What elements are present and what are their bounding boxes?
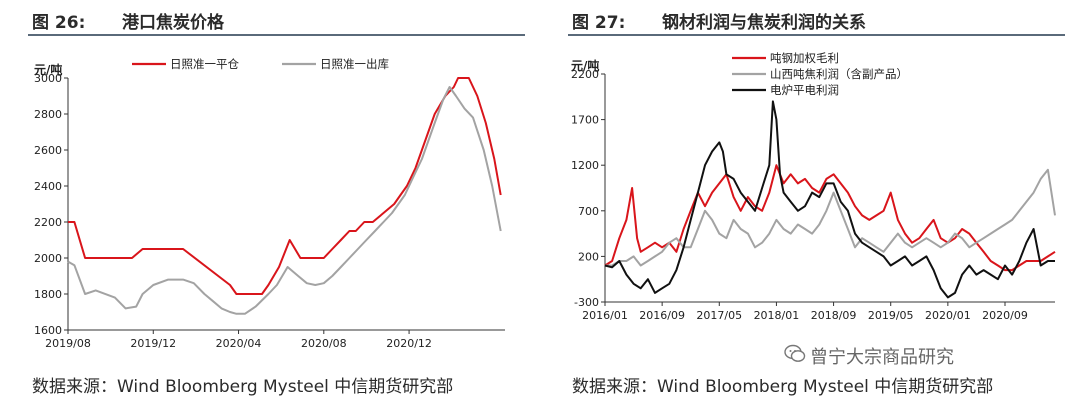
x-tick-label: 2016/01 — [582, 309, 628, 322]
x-tick-label: 2018/01 — [754, 309, 800, 322]
x-tick-label: 2016/09 — [639, 309, 685, 322]
legend-label-3: 电炉平电利润 — [770, 83, 839, 97]
figure-title: 图 26: 港口焦炭价格 — [32, 8, 224, 33]
title-rule — [568, 34, 1065, 36]
legend-label-1: 日照准一平仓 — [170, 57, 239, 71]
figure-27-panel: 图 27: 钢材利润与焦炭利润的关系 -300 200 700 1200 1700 2200… — [540, 0, 1080, 406]
x-tick-label: 2020/12 — [386, 337, 432, 350]
series-line-2 — [605, 168, 1056, 267]
series-line-1 — [604, 164, 1056, 272]
y-tick-label: 1200 — [571, 159, 599, 172]
y-axis-label: 元/吨 — [34, 62, 62, 77]
x-tick-label: 2020/04 — [216, 337, 262, 350]
legend-label-2: 山西吨焦利润（含副产品） — [770, 67, 908, 81]
y-tick-label: 700 — [578, 205, 599, 218]
x-tick-label: 2020/09 — [982, 309, 1028, 322]
x-tick-label: 2019/05 — [868, 309, 914, 322]
figure-title: 图 27: 钢材利润与焦炭利润的关系 — [572, 8, 866, 33]
wechat-icon — [784, 344, 806, 362]
x-tick-label: 2018/09 — [811, 309, 857, 322]
y-tick-label: 200 — [578, 250, 599, 263]
x-tick-label: 2020/08 — [301, 337, 347, 350]
title-rule — [28, 34, 525, 36]
figure-caption: 钢材利润与焦炭利润的关系 — [662, 13, 866, 33]
y-tick-label: 1600 — [34, 324, 62, 337]
y-tick-label: 2800 — [34, 108, 62, 121]
figure-number: 图 26: — [32, 13, 86, 33]
figure-caption: 港口焦炭价格 — [122, 13, 224, 33]
series-line-1 — [68, 77, 502, 295]
x-tick-label: 2019/08 — [45, 337, 91, 350]
x-tick-label: 2020/01 — [925, 309, 971, 322]
y-tick-label: 3000 — [34, 72, 62, 85]
series-line-2 — [67, 86, 502, 315]
y-tick-label: 1800 — [34, 288, 62, 301]
figure-26-panel: 图 26: 港口焦炭价格 1600 1800 2000 2200 2400 2600 2800… — [28, 8, 525, 397]
y-tick-label: 2400 — [34, 180, 62, 193]
legend-label-2: 日照准一出库 — [320, 57, 389, 71]
y-tick-label: 1700 — [571, 114, 599, 127]
watermark-text: 曾宁大宗商品研究 — [810, 347, 954, 368]
data-source: 数据来源：Wind Bloomberg Mysteel 中信期货研究部 — [572, 377, 994, 397]
y-tick-label: 2200 — [34, 216, 62, 229]
x-tick-label: 2019/12 — [130, 337, 176, 350]
y-tick-label: 2200 — [571, 68, 599, 81]
y-tick-label: 2000 — [34, 252, 62, 265]
figure-number: 图 27: — [572, 13, 626, 33]
legend-label-1: 吨钢加权毛利 — [770, 51, 839, 65]
y-tick-label: 2600 — [34, 144, 62, 157]
y-tick-label: -300 — [574, 296, 599, 309]
y-axis-label: 元/吨 — [571, 58, 599, 73]
x-tick-label: 2017/05 — [696, 309, 742, 322]
data-source: 数据来源：Wind Bloomberg Mysteel 中信期货研究部 — [32, 377, 454, 397]
series-line-3 — [604, 100, 1055, 299]
